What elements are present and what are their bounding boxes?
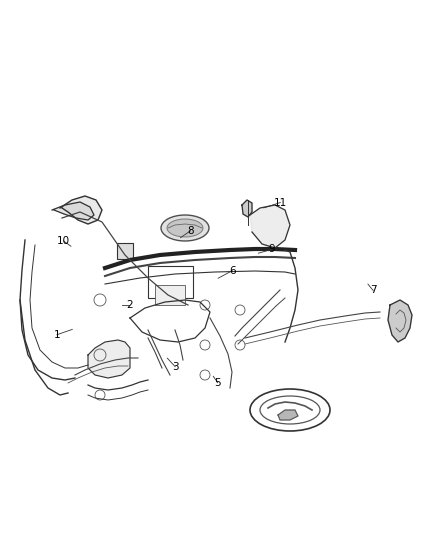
Text: 6: 6 bbox=[229, 266, 236, 276]
Polygon shape bbox=[60, 196, 102, 224]
Polygon shape bbox=[242, 200, 252, 217]
Text: 9: 9 bbox=[268, 245, 275, 254]
Ellipse shape bbox=[161, 215, 209, 241]
Text: 2: 2 bbox=[126, 300, 133, 310]
Polygon shape bbox=[250, 205, 290, 248]
FancyBboxPatch shape bbox=[117, 243, 133, 259]
Text: 10: 10 bbox=[57, 236, 70, 246]
Text: 7: 7 bbox=[370, 286, 377, 295]
Ellipse shape bbox=[167, 219, 203, 237]
Polygon shape bbox=[388, 300, 412, 342]
Text: 8: 8 bbox=[187, 226, 194, 236]
Polygon shape bbox=[52, 202, 94, 220]
Polygon shape bbox=[88, 340, 130, 378]
FancyBboxPatch shape bbox=[155, 285, 185, 305]
Text: 11: 11 bbox=[274, 198, 287, 207]
Text: 3: 3 bbox=[172, 362, 179, 372]
Polygon shape bbox=[278, 410, 298, 420]
Text: 5: 5 bbox=[214, 378, 221, 387]
Text: 1: 1 bbox=[53, 330, 60, 340]
